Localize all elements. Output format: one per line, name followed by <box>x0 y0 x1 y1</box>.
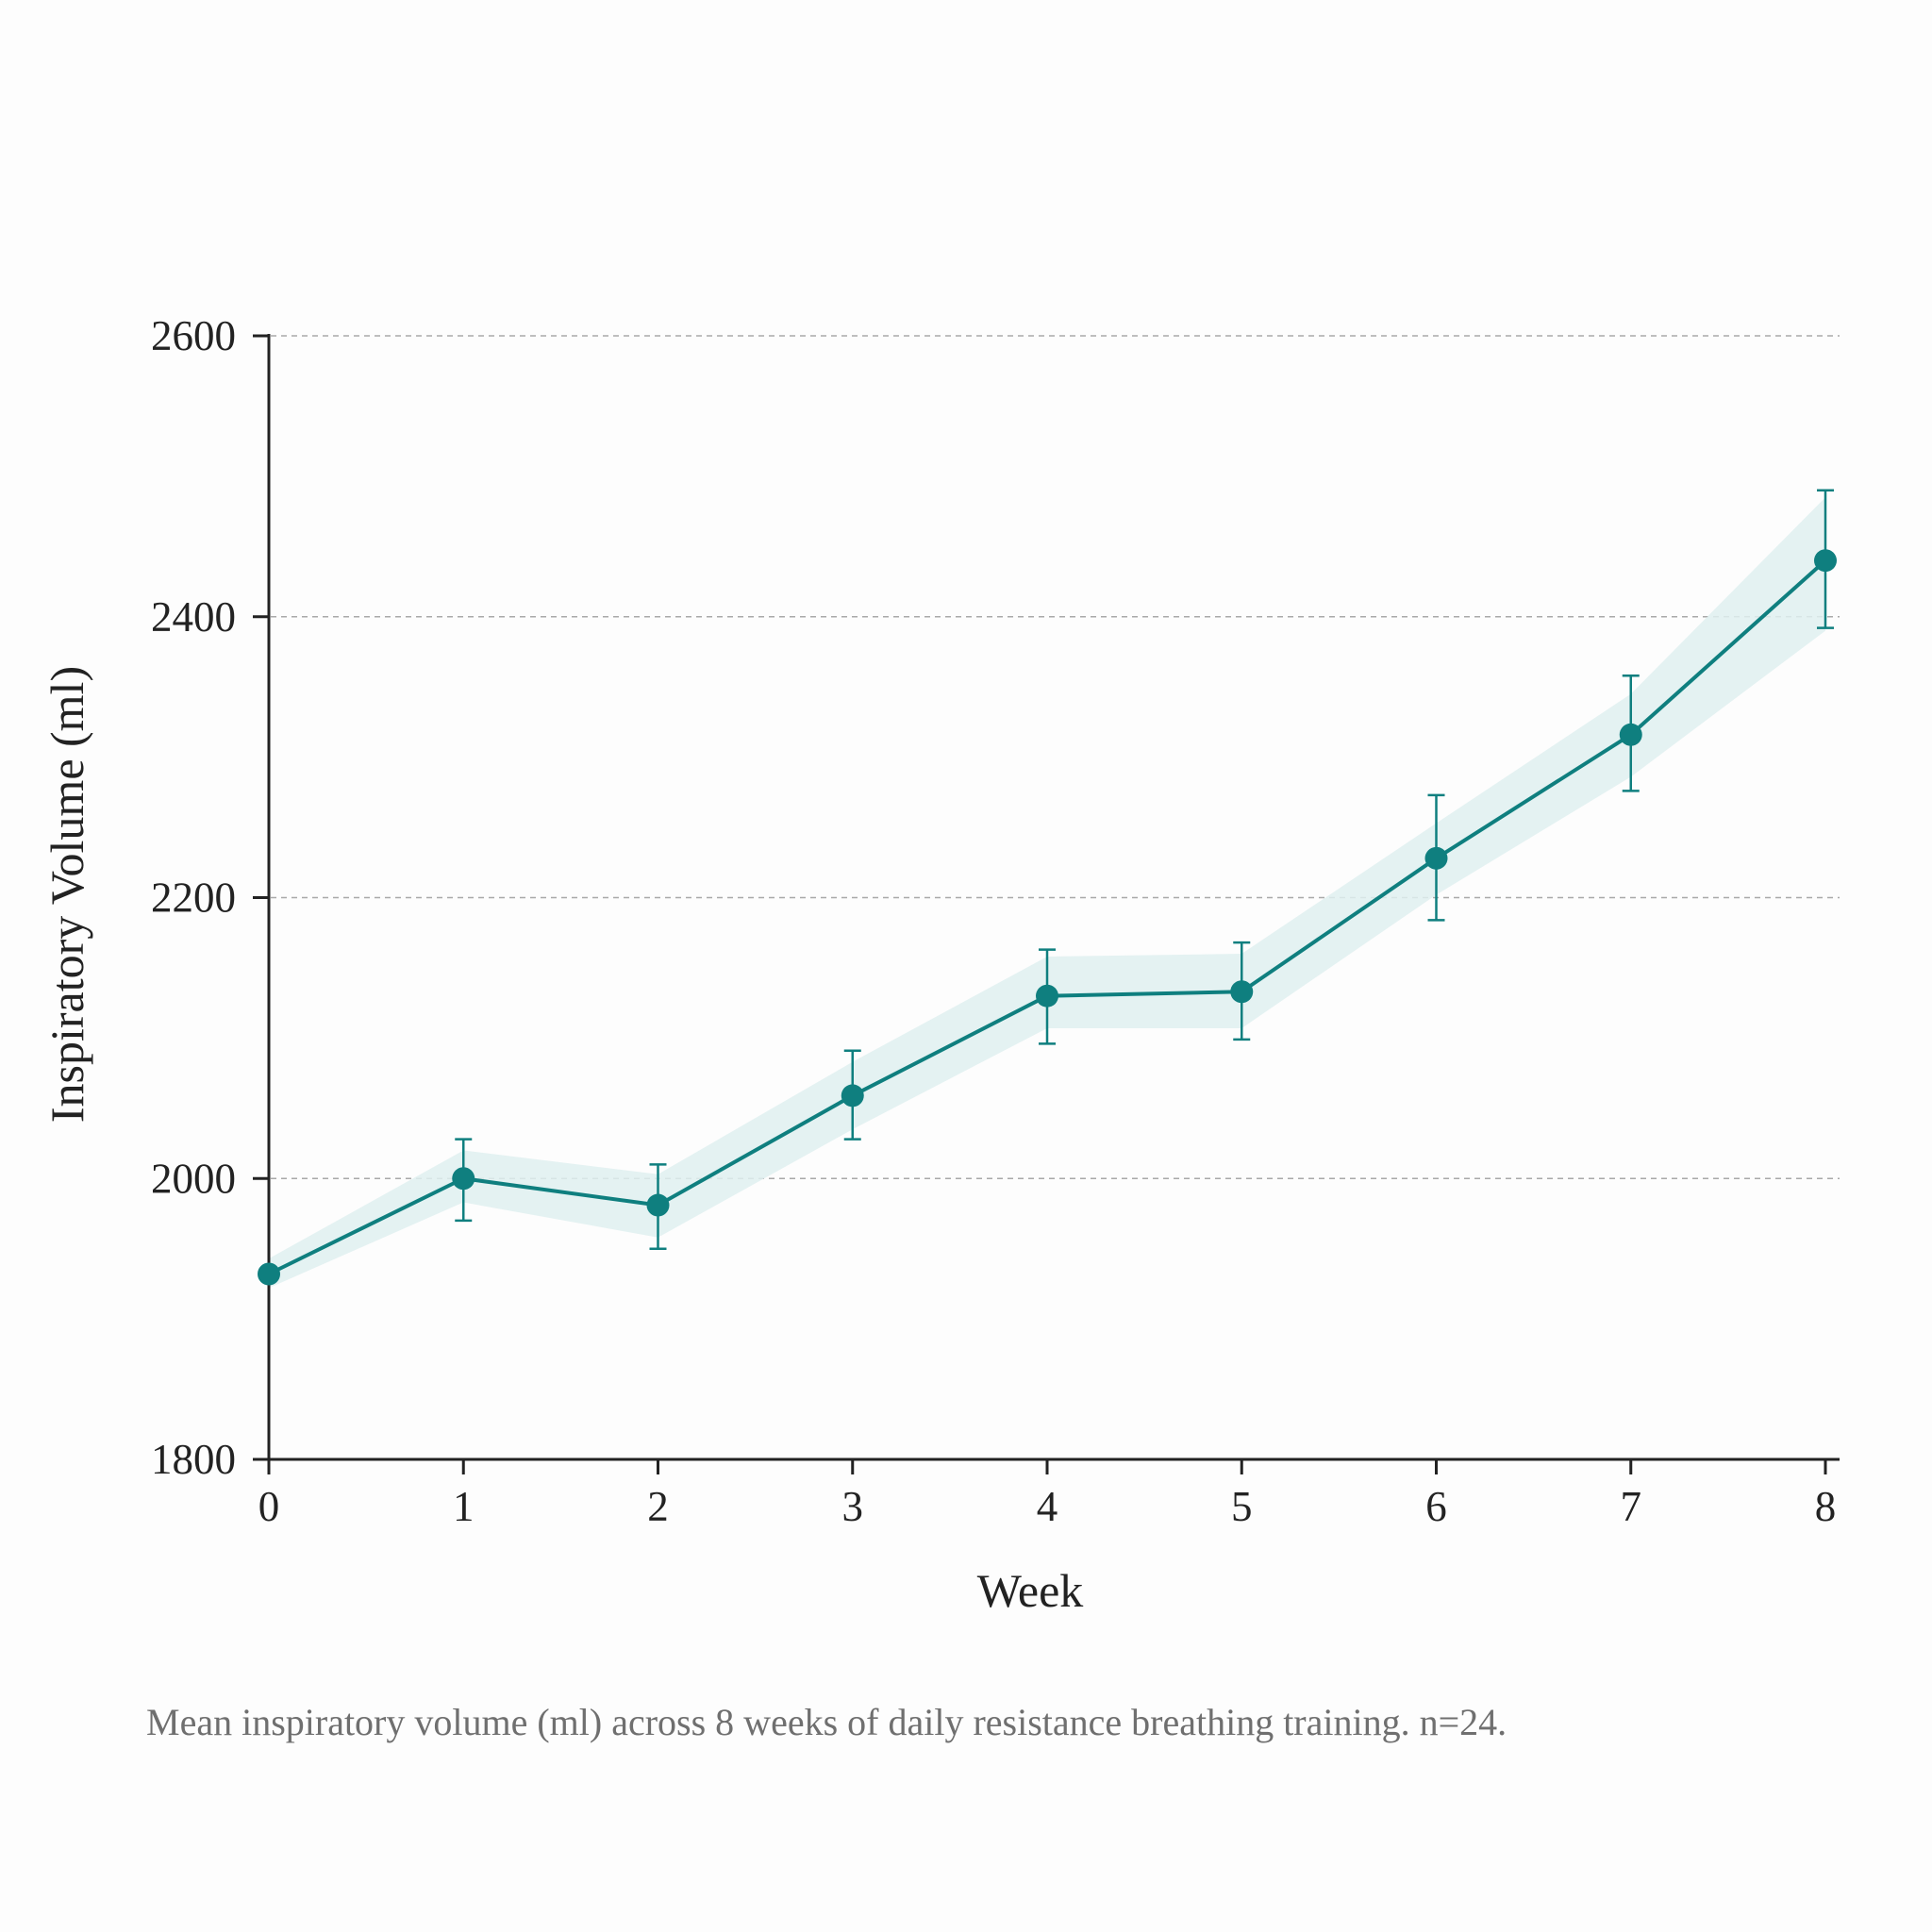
y-tick-label-1800: 1800 <box>151 1436 236 1483</box>
data-point-week-1 <box>452 1167 475 1191</box>
data-point-week-6 <box>1424 846 1448 870</box>
x-tick-label-5: 5 <box>1231 1483 1253 1530</box>
data-point-week-5 <box>1230 980 1254 1004</box>
x-tick-label-6: 6 <box>1425 1483 1447 1530</box>
figure-caption: Mean inspiratory volume (ml) across 8 we… <box>146 1701 1507 1743</box>
y-tick-label-2200: 2200 <box>151 874 236 922</box>
x-tick-label-1: 1 <box>453 1483 475 1530</box>
x-tick-label-0: 0 <box>258 1483 280 1530</box>
y-axis-title: Inspiratory Volume (ml) <box>41 666 93 1123</box>
x-tick-label-3: 3 <box>842 1483 864 1530</box>
data-points <box>258 549 1837 1286</box>
axes <box>253 334 1840 1474</box>
confidence-band <box>269 497 1825 1289</box>
data-point-week-7 <box>1619 723 1642 746</box>
data-point-week-4 <box>1036 984 1058 1008</box>
data-point-week-0 <box>258 1262 280 1286</box>
x-tick-label-8: 8 <box>1815 1483 1837 1530</box>
y-tick-label-2400: 2400 <box>151 593 236 641</box>
error-bars <box>455 489 1834 1250</box>
tick-labels: 1800 2000 2200 2400 2600 0 1 2 3 4 5 6 7 8 <box>151 312 1836 1530</box>
x-tick-label-7: 7 <box>1621 1483 1642 1530</box>
data-point-week-8 <box>1814 549 1837 573</box>
data-point-week-2 <box>646 1193 670 1217</box>
confidence-band-area <box>269 497 1825 1289</box>
x-axis-title: Week <box>977 1564 1084 1617</box>
x-tick-label-2: 2 <box>647 1483 669 1530</box>
y-tick-label-2000: 2000 <box>151 1155 236 1202</box>
y-tick-label-2600: 2600 <box>151 312 236 359</box>
x-tick-label-4: 4 <box>1037 1483 1058 1530</box>
data-point-week-3 <box>841 1084 864 1108</box>
